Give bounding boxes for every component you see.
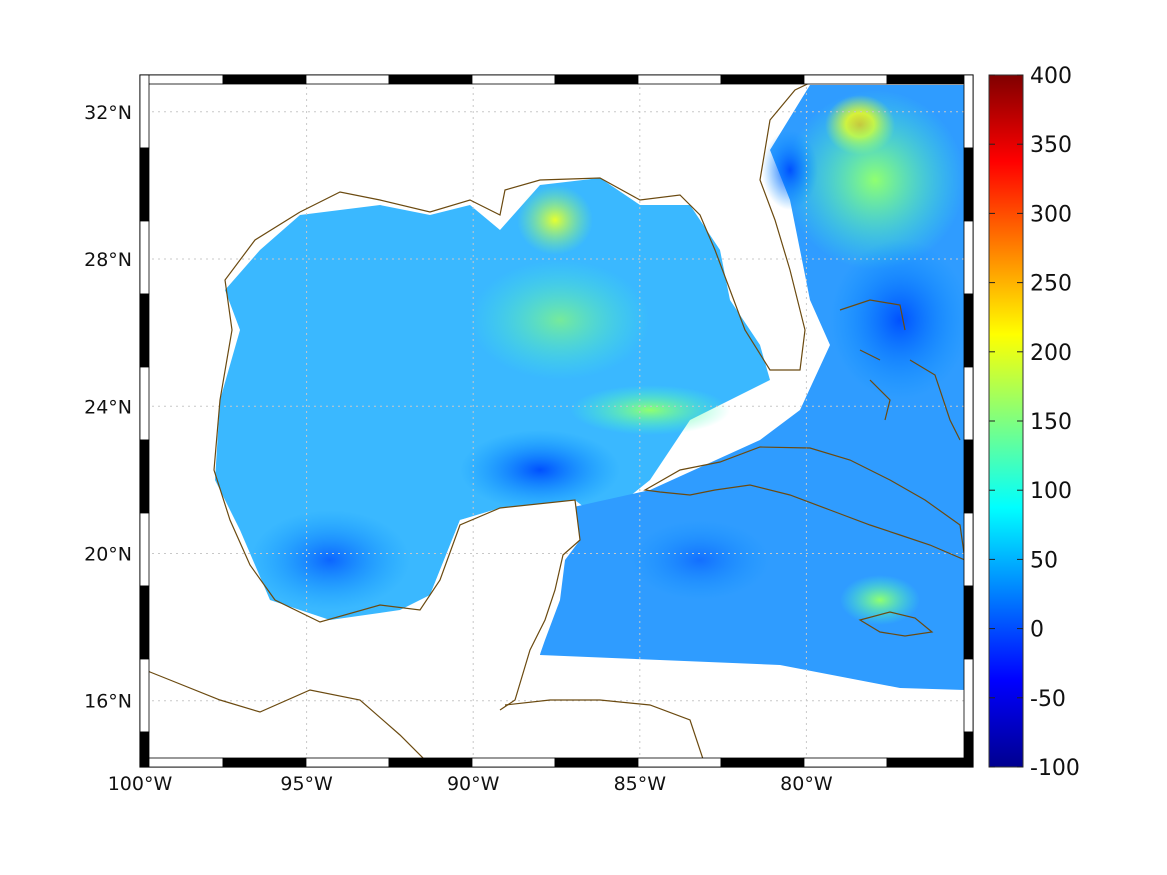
frame-top-segment: [637, 74, 722, 85]
frame-left-segment: [139, 147, 150, 222]
frame-right-segment: [963, 147, 974, 222]
colorbar-tick-labels: 400 350 300 250 200 150 100 50 0 -50 -100: [989, 64, 1080, 781]
frame-left-segment: [139, 293, 150, 368]
colorbar-tick-label: 350: [1030, 133, 1072, 158]
frame-right-segment: [963, 439, 974, 514]
y-tick-label: 28°N: [84, 249, 132, 271]
frame-right-segment: [963, 220, 974, 295]
bahamas-cool: [830, 240, 970, 400]
frame-bottom-segment: [886, 757, 971, 768]
colorbar-tick-label: 100: [1030, 479, 1072, 504]
loop-current: [570, 385, 730, 435]
graticule: [139, 75, 973, 767]
frame-top-segment: [471, 74, 556, 85]
campeche-cool: [460, 430, 620, 510]
frame-bottom-segment: [554, 757, 639, 768]
frame-top-segment: [886, 74, 971, 85]
frame-left-segment: [139, 658, 150, 733]
caribbean-cool: [630, 520, 770, 600]
x-tick-label: 85°W: [614, 773, 667, 795]
data-field: [215, 85, 970, 690]
frame-right-segment: [963, 731, 974, 768]
jamaica-coastline: [858, 611, 934, 637]
frame-bottom-segment: [139, 757, 224, 768]
frame-right-segment: [963, 366, 974, 441]
frame-bottom-segment: [720, 757, 805, 768]
coastal-cool: [762, 130, 818, 210]
y-tick-label: 32°N: [84, 102, 132, 124]
frame-right-segment: [963, 585, 974, 660]
colorbar-tick-label: 300: [1030, 202, 1072, 227]
mexico-coastline: [213, 211, 581, 711]
frame-left-segment: [139, 74, 150, 149]
colorbar-tick-label: -100: [1030, 756, 1080, 781]
frame-top-segment: [803, 74, 888, 85]
gulf-green: [470, 260, 650, 380]
bahamas-coastline: [839, 299, 961, 441]
yucatan-land: [420, 500, 580, 660]
frame-left-segment: [139, 220, 150, 295]
frame-left-segment: [139, 439, 150, 514]
honduras-coastline: [504, 699, 706, 766]
coastline: [139, 77, 966, 766]
frame-left-segment: [139, 366, 150, 441]
colorbar-tick-label: 0: [1030, 618, 1044, 643]
frame-bottom-segment: [803, 757, 888, 768]
frame-top-segment: [554, 74, 639, 85]
hotspot-gulf: [517, 185, 593, 255]
frame-left-segment: [139, 585, 150, 660]
frame-bottom-segment: [637, 757, 722, 768]
frame-left-segment: [139, 512, 150, 587]
frame-top-segment: [222, 74, 307, 85]
y-axis-labels: 32°N 28°N 24°N 20°N 16°N: [84, 102, 132, 713]
colorbar-tick-label: 250: [1030, 272, 1072, 297]
western-cool: [250, 510, 410, 610]
frame-top-segment: [305, 74, 390, 85]
x-tick-label: 100°W: [108, 773, 173, 795]
colorbar-tick-label: -50: [1030, 687, 1066, 712]
cuba-coastline: [643, 446, 966, 561]
y-tick-label: 20°N: [84, 544, 132, 566]
map-border: [139, 74, 974, 768]
x-axis-labels: 100°W 95°W 90°W 85°W 80°W: [108, 773, 833, 795]
y-tick-label: 24°N: [84, 396, 132, 418]
frame-left-segment: [139, 731, 150, 768]
x-tick-label: 80°W: [780, 773, 833, 795]
gulf-coastline: [299, 77, 821, 371]
colorbar-tick-label: 400: [1030, 64, 1072, 89]
atlantic-green: [785, 90, 965, 270]
jamaica-green: [840, 575, 920, 625]
central-america-coastline: [139, 667, 431, 766]
x-tick-label: 95°W: [280, 773, 333, 795]
y-tick-label: 16°N: [84, 691, 132, 713]
frame-top-segment: [388, 74, 473, 85]
frame-top-segment: [139, 74, 224, 85]
x-tick-label: 90°W: [447, 773, 500, 795]
frame-right-segment: [963, 658, 974, 733]
frame-bottom-segment: [305, 757, 390, 768]
frame-bottom-segment: [471, 757, 556, 768]
colorbar-tick-label: 200: [1030, 341, 1072, 366]
frame-right-segment: [963, 293, 974, 368]
frame-right-segment: [963, 512, 974, 587]
frame-bottom-segment: [222, 757, 307, 768]
frame-right-segment: [963, 74, 974, 149]
frame-top-segment: [720, 74, 805, 85]
colorbar-tick-label: 50: [1030, 548, 1058, 573]
colorbar-tick-label: 150: [1030, 410, 1072, 435]
frame-bottom-segment: [388, 757, 473, 768]
